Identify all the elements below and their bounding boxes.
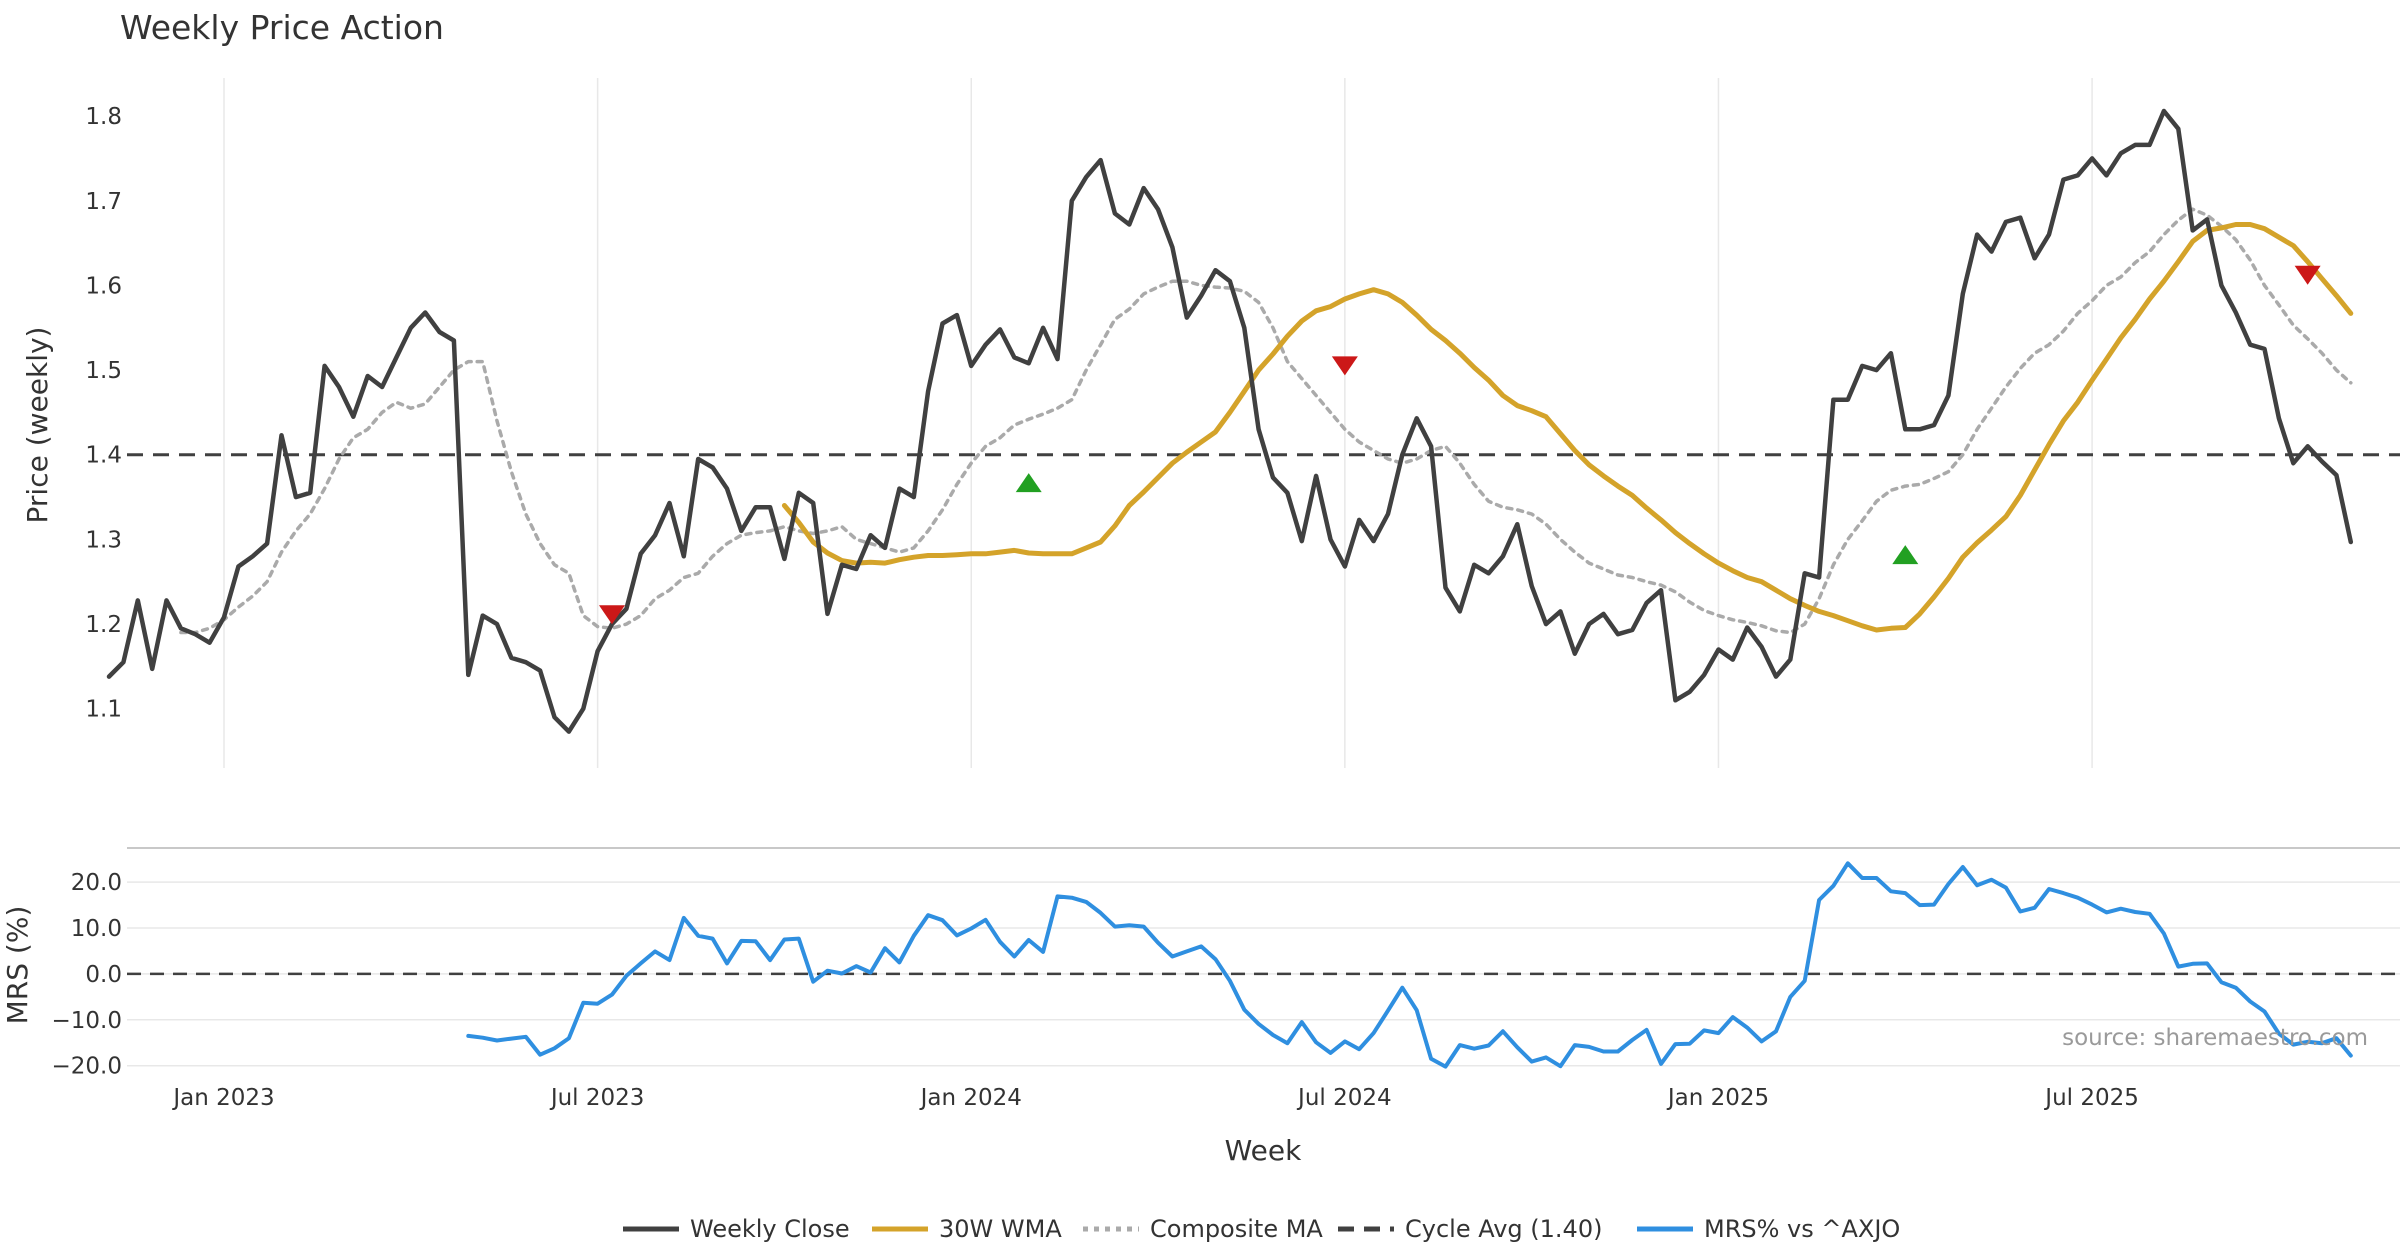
price-y-tick: 1.2 <box>85 612 122 638</box>
price-panel-grid <box>223 78 2093 768</box>
mrs-y-tick: 0.0 <box>85 962 122 988</box>
price-y-tick: 1.7 <box>85 189 122 215</box>
sell-signal-marker <box>598 605 625 625</box>
mrs-series <box>466 861 2353 1069</box>
composite-ma-line <box>179 207 2353 635</box>
sell-signal-marker <box>1331 356 1358 376</box>
price-y-axis: 1.1 1.2 1.3 1.4 1.5 1.6 1.7 1.8 <box>85 104 122 723</box>
x-axis-title: Week <box>1225 1134 1302 1167</box>
price-y-tick: 1.3 <box>85 527 122 553</box>
x-tick: Jan 2024 <box>919 1085 1022 1111</box>
x-tick: Jul 2025 <box>2043 1085 2139 1111</box>
x-axis: Jan 2023 Jul 2023 Jan 2024 Jul 2024 Jan 2025… <box>171 1085 2139 1111</box>
mrs-y-axis-title: MRS (%) <box>1 906 34 1025</box>
chart-legend: Weekly Close 30W WMA Composite MA Cycle Avg… <box>623 1215 1900 1243</box>
price-y-tick: 1.6 <box>85 273 122 299</box>
source-credit: source: sharemaestro.com <box>2062 1025 2368 1051</box>
signal-markers <box>598 265 2321 625</box>
legend-label: 30W WMA <box>939 1215 1062 1243</box>
legend-label: MRS% vs ^AXJO <box>1704 1215 1900 1243</box>
price-y-tick: 1.8 <box>85 104 122 130</box>
price-y-tick: 1.1 <box>85 697 122 723</box>
legend-label: Weekly Close <box>690 1215 850 1243</box>
mrs-y-tick: −10.0 <box>52 1008 122 1034</box>
mrs-y-tick: 10.0 <box>71 916 122 942</box>
price-series <box>106 108 2400 734</box>
weekly-close-line <box>106 108 2354 734</box>
buy-signal-marker <box>1892 545 1919 565</box>
price-y-axis-title: Price (weekly) <box>21 327 54 524</box>
x-tick: Jan 2025 <box>1666 1085 1769 1111</box>
price-y-tick: 1.4 <box>85 443 122 469</box>
mrs-y-tick: 20.0 <box>71 870 122 896</box>
sell-signal-marker <box>2294 265 2321 285</box>
price-y-tick: 1.5 <box>85 358 122 384</box>
mrs-y-axis: 20.0 10.0 0.0 −10.0 −20.0 <box>52 870 122 1080</box>
mrs-line <box>466 861 2353 1069</box>
legend-label: Cycle Avg (1.40) <box>1405 1215 1602 1243</box>
x-tick: Jul 2023 <box>549 1085 645 1111</box>
x-tick: Jul 2024 <box>1296 1085 1392 1111</box>
wma-30w-line <box>781 222 2354 633</box>
mrs-y-tick: −20.0 <box>52 1054 122 1080</box>
buy-signal-marker <box>1015 473 1042 493</box>
chart-title: Weekly Price Action <box>120 8 444 47</box>
mrs-panel-grid <box>127 847 2400 1067</box>
x-tick: Jan 2023 <box>171 1085 274 1111</box>
legend-label: Composite MA <box>1150 1215 1323 1243</box>
